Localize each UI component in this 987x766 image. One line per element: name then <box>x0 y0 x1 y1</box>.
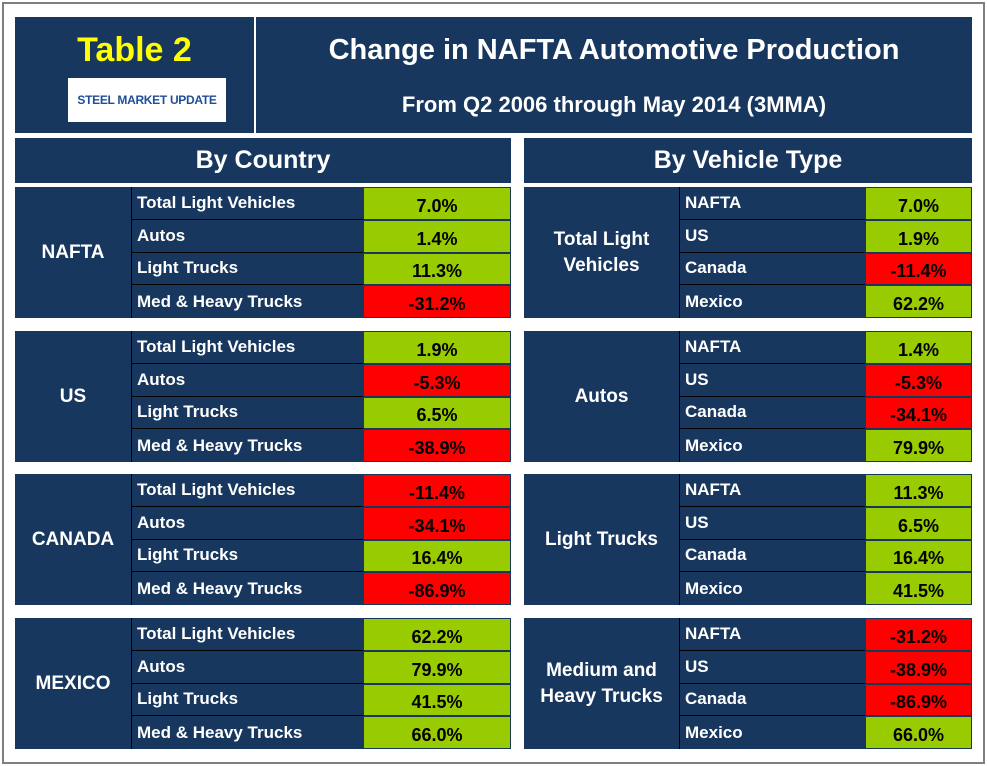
row-label: Med & Heavy Trucks <box>131 716 363 749</box>
row-value: -11.4% <box>363 474 511 507</box>
group-name: Light Trucks <box>545 528 658 550</box>
row-value: 1.9% <box>865 219 972 253</box>
header-divider <box>254 17 256 133</box>
row-label: Autos <box>131 219 363 253</box>
row-label: US <box>679 650 865 684</box>
row-value: 6.5% <box>363 396 511 430</box>
row-value: -38.9% <box>865 650 972 684</box>
row-label: Mexico <box>679 285 865 318</box>
row-value: -5.3% <box>363 363 511 397</box>
row-value: -38.9% <box>363 429 511 462</box>
row-value: -31.2% <box>865 618 972 651</box>
row-value: 41.5% <box>363 683 511 717</box>
row-label: NAFTA <box>679 331 865 364</box>
row-value: -11.4% <box>865 252 972 286</box>
row-value: 1.4% <box>363 219 511 253</box>
row-label: US <box>679 219 865 253</box>
section-title: By Country <box>15 138 511 183</box>
row-label: Light Trucks <box>131 252 363 286</box>
row-label: NAFTA <box>679 474 865 507</box>
group-name: MEXICO <box>35 672 111 694</box>
row-value: 62.2% <box>363 618 511 651</box>
row-label: Autos <box>131 650 363 684</box>
row-value: 79.9% <box>865 429 972 462</box>
subtitle: From Q2 2006 through May 2014 (3MMA) <box>401 92 827 117</box>
logo: STEEL MARKET UPDATE <box>68 78 226 122</box>
row-value: -34.1% <box>865 396 972 430</box>
row-label: Canada <box>679 539 865 573</box>
row-value: 11.3% <box>363 252 511 286</box>
row-label: Total Light Vehicles <box>131 618 363 651</box>
table-label: Table 2 <box>77 30 192 69</box>
row-label: US <box>679 506 865 540</box>
group-name: CANADA <box>31 528 115 550</box>
row-value: 66.0% <box>363 716 511 749</box>
row-label: Mexico <box>679 716 865 749</box>
row-value: 7.0% <box>865 187 972 220</box>
row-value: 62.2% <box>865 285 972 318</box>
row-value: 66.0% <box>865 716 972 749</box>
row-label: Total Light Vehicles <box>131 474 363 507</box>
row-label: Total Light Vehicles <box>131 187 363 220</box>
row-label: Light Trucks <box>131 396 363 430</box>
row-value: -34.1% <box>363 506 511 540</box>
row-value: -86.9% <box>865 683 972 717</box>
row-value: -86.9% <box>363 572 511 605</box>
row-label: NAFTA <box>679 618 865 651</box>
row-label: Total Light Vehicles <box>131 331 363 364</box>
row-label: Med & Heavy Trucks <box>131 429 363 462</box>
section-title: By Vehicle Type <box>524 138 972 183</box>
row-value: -31.2% <box>363 285 511 318</box>
row-value: 41.5% <box>865 572 972 605</box>
row-label: Light Trucks <box>131 539 363 573</box>
group-name: Medium and Heavy Trucks <box>540 659 663 707</box>
row-label: Canada <box>679 396 865 430</box>
row-value: 1.4% <box>865 331 972 364</box>
row-label: Med & Heavy Trucks <box>131 572 363 605</box>
row-label: Autos <box>131 506 363 540</box>
row-label: Canada <box>679 252 865 286</box>
row-label: Mexico <box>679 572 865 605</box>
row-label: Mexico <box>679 429 865 462</box>
row-label: Canada <box>679 683 865 717</box>
row-value: 16.4% <box>363 539 511 573</box>
group-name: Total Light Vehicles <box>553 228 650 276</box>
row-value: 6.5% <box>865 506 972 540</box>
group-name: US <box>59 385 87 407</box>
row-value: 7.0% <box>363 187 511 220</box>
row-value: -5.3% <box>865 363 972 397</box>
row-label: Med & Heavy Trucks <box>131 285 363 318</box>
row-label: Light Trucks <box>131 683 363 717</box>
row-value: 1.9% <box>363 331 511 364</box>
row-label: NAFTA <box>679 187 865 220</box>
row-value: 11.3% <box>865 474 972 507</box>
group-name: NAFTA <box>41 241 105 263</box>
row-value: 16.4% <box>865 539 972 573</box>
row-value: 79.9% <box>363 650 511 684</box>
title: Change in NAFTA Automotive Production <box>328 33 900 66</box>
row-label: Autos <box>131 363 363 397</box>
group-name: Autos <box>574 385 629 407</box>
row-label: US <box>679 363 865 397</box>
